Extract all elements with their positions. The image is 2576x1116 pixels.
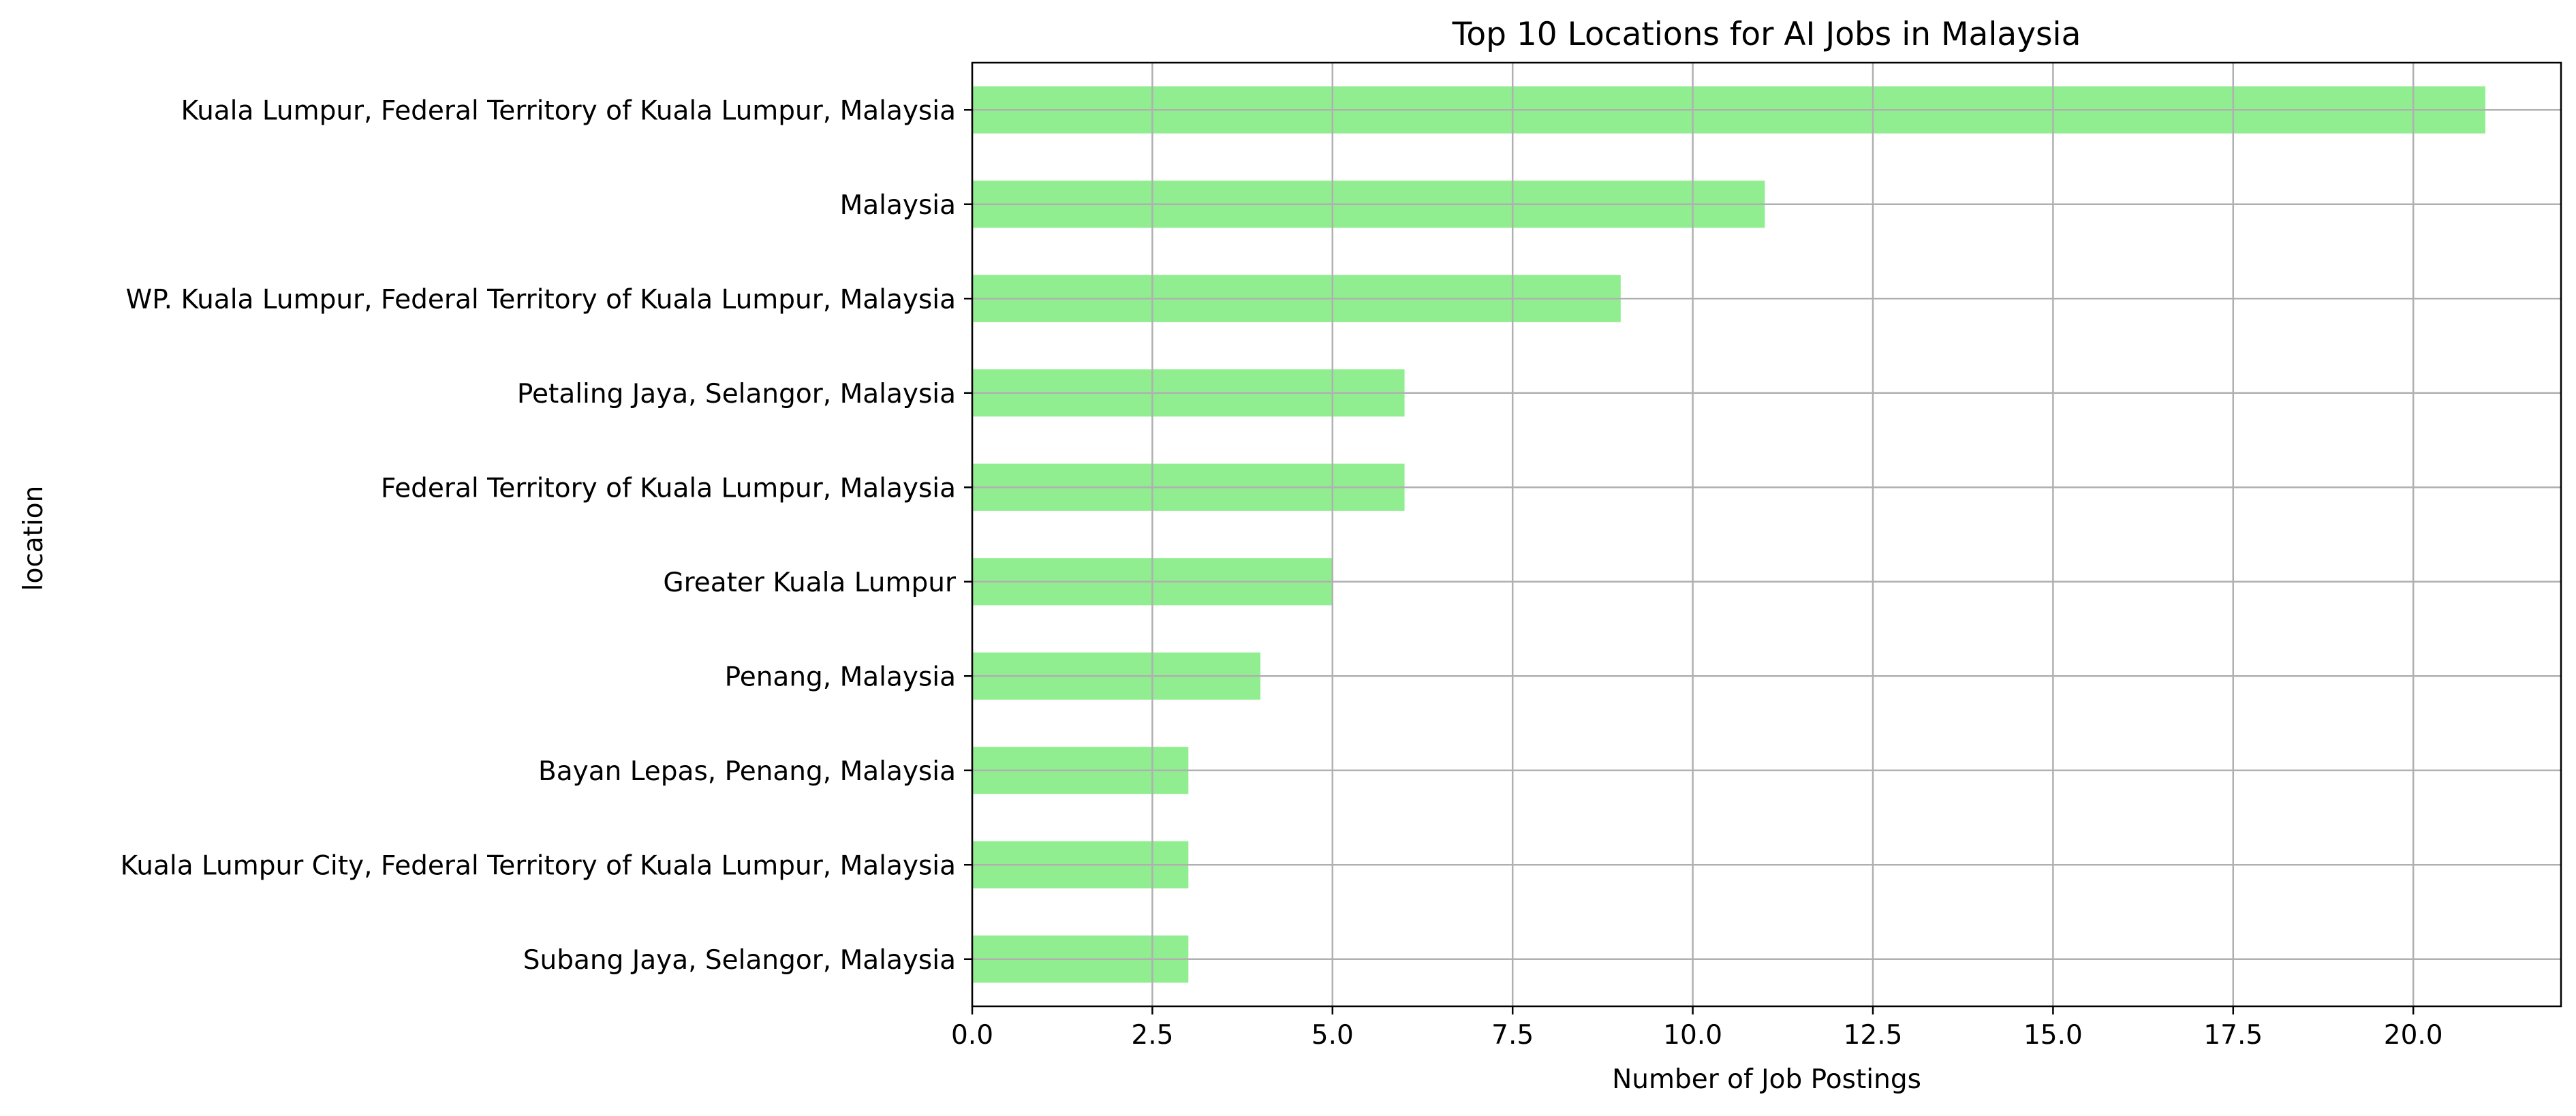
y-tick-label: Kuala Lumpur, Federal Territory of Kuala…	[181, 95, 956, 126]
y-axis-label: location	[18, 486, 49, 591]
y-tick-label: Kuala Lumpur City, Federal Territory of …	[121, 850, 956, 881]
x-tick-label: 17.5	[2203, 1020, 2263, 1051]
x-tick-label: 5.0	[1312, 1020, 1354, 1051]
y-tick-label: Greater Kuala Lumpur	[663, 568, 957, 598]
y-ticks: Kuala Lumpur, Federal Territory of Kuala…	[121, 95, 972, 976]
y-tick-label: Subang Jaya, Selangor, Malaysia	[523, 945, 956, 976]
y-tick-label: Bayan Lepas, Penang, Malaysia	[538, 756, 956, 787]
x-ticks: 0.0 2.5 5.0 7.5 10.0 12.5 15.0 17.5 20.0	[951, 1006, 2443, 1051]
x-tick-label: 0.0	[951, 1020, 993, 1051]
x-tick-label: 15.0	[2023, 1020, 2083, 1051]
plot-frame	[971, 61, 2562, 1008]
x-axis-label: Number of Job Postings	[1612, 1064, 1921, 1095]
y-tick-label: Federal Territory of Kuala Lumpur, Malay…	[381, 473, 956, 503]
y-tick-label: WP. Kuala Lumpur, Federal Territory of K…	[126, 284, 956, 315]
y-tick-label: Penang, Malaysia	[725, 662, 956, 692]
x-tick-label: 7.5	[1491, 1020, 1534, 1051]
chart-title: Top 10 Locations for AI Jobs in Malaysia	[1452, 16, 2081, 53]
x-tick-label: 12.5	[1844, 1020, 1903, 1051]
y-tick-label: Petaling Jaya, Selangor, Malaysia	[517, 379, 956, 409]
x-tick-label: 20.0	[2384, 1020, 2443, 1051]
x-tick-label: 2.5	[1131, 1020, 1173, 1051]
y-tick-label: Malaysia	[840, 190, 956, 221]
x-tick-label: 10.0	[1663, 1020, 1722, 1051]
